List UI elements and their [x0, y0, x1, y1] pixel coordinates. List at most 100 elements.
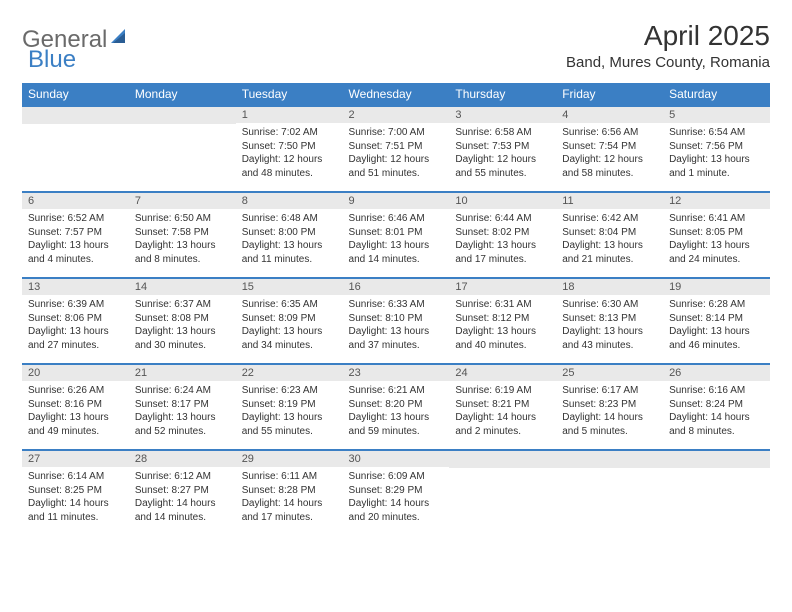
sunrise-text: Sunrise: 6:28 AM: [669, 298, 764, 312]
day-details: Sunrise: 6:42 AMSunset: 8:04 PMDaylight:…: [556, 209, 663, 270]
daylight-text: Daylight: 13 hours and 49 minutes.: [28, 411, 123, 438]
day-cell: 9Sunrise: 6:46 AMSunset: 8:01 PMDaylight…: [343, 192, 450, 278]
daylight-text: Daylight: 13 hours and 27 minutes.: [28, 325, 123, 352]
day-cell: 5Sunrise: 6:54 AMSunset: 7:56 PMDaylight…: [663, 106, 770, 192]
daylight-text: Daylight: 12 hours and 55 minutes.: [455, 153, 550, 180]
week-row: 1Sunrise: 7:02 AMSunset: 7:50 PMDaylight…: [22, 106, 770, 192]
daylight-text: Daylight: 12 hours and 48 minutes.: [242, 153, 337, 180]
sunset-text: Sunset: 8:00 PM: [242, 226, 337, 240]
day-number: 10: [449, 193, 556, 209]
daylight-text: Daylight: 13 hours and 43 minutes.: [562, 325, 657, 352]
sunset-text: Sunset: 8:14 PM: [669, 312, 764, 326]
day-details: Sunrise: 6:14 AMSunset: 8:25 PMDaylight:…: [22, 467, 129, 528]
sunrise-text: Sunrise: 6:19 AM: [455, 384, 550, 398]
day-number: 20: [22, 365, 129, 381]
daylight-text: Daylight: 13 hours and 24 minutes.: [669, 239, 764, 266]
day-details: Sunrise: 7:02 AMSunset: 7:50 PMDaylight:…: [236, 123, 343, 184]
day-cell: 4Sunrise: 6:56 AMSunset: 7:54 PMDaylight…: [556, 106, 663, 192]
day-cell: 29Sunrise: 6:11 AMSunset: 8:28 PMDayligh…: [236, 450, 343, 536]
header-saturday: Saturday: [663, 83, 770, 106]
daylight-text: Daylight: 13 hours and 37 minutes.: [349, 325, 444, 352]
day-cell: 24Sunrise: 6:19 AMSunset: 8:21 PMDayligh…: [449, 364, 556, 450]
daylight-text: Daylight: 14 hours and 2 minutes.: [455, 411, 550, 438]
daylight-text: Daylight: 14 hours and 14 minutes.: [135, 497, 230, 524]
sunrise-text: Sunrise: 6:41 AM: [669, 212, 764, 226]
sunset-text: Sunset: 7:57 PM: [28, 226, 123, 240]
header-thursday: Thursday: [449, 83, 556, 106]
sunset-text: Sunset: 7:53 PM: [455, 140, 550, 154]
sunset-text: Sunset: 8:01 PM: [349, 226, 444, 240]
day-cell: 13Sunrise: 6:39 AMSunset: 8:06 PMDayligh…: [22, 278, 129, 364]
day-number: [129, 107, 236, 124]
header-sunday: Sunday: [22, 83, 129, 106]
day-number: 4: [556, 107, 663, 123]
daylight-text: Daylight: 14 hours and 17 minutes.: [242, 497, 337, 524]
day-cell: 18Sunrise: 6:30 AMSunset: 8:13 PMDayligh…: [556, 278, 663, 364]
day-number: 17: [449, 279, 556, 295]
location-text: Band, Mures County, Romania: [566, 54, 770, 71]
day-cell: 25Sunrise: 6:17 AMSunset: 8:23 PMDayligh…: [556, 364, 663, 450]
day-header-row: Sunday Monday Tuesday Wednesday Thursday…: [22, 83, 770, 106]
sunrise-text: Sunrise: 6:23 AM: [242, 384, 337, 398]
week-row: 27Sunrise: 6:14 AMSunset: 8:25 PMDayligh…: [22, 450, 770, 536]
day-details: Sunrise: 6:46 AMSunset: 8:01 PMDaylight:…: [343, 209, 450, 270]
day-details: Sunrise: 6:37 AMSunset: 8:08 PMDaylight:…: [129, 295, 236, 356]
sunrise-text: Sunrise: 6:54 AM: [669, 126, 764, 140]
daylight-text: Daylight: 13 hours and 21 minutes.: [562, 239, 657, 266]
daylight-text: Daylight: 13 hours and 59 minutes.: [349, 411, 444, 438]
sunrise-text: Sunrise: 6:44 AM: [455, 212, 550, 226]
sunset-text: Sunset: 8:28 PM: [242, 484, 337, 498]
day-cell: 20Sunrise: 6:26 AMSunset: 8:16 PMDayligh…: [22, 364, 129, 450]
day-number: 5: [663, 107, 770, 123]
day-cell: 17Sunrise: 6:31 AMSunset: 8:12 PMDayligh…: [449, 278, 556, 364]
day-number: 12: [663, 193, 770, 209]
sunrise-text: Sunrise: 6:16 AM: [669, 384, 764, 398]
logo-blue-wrap: Blue: [28, 46, 76, 74]
sunrise-text: Sunrise: 6:48 AM: [242, 212, 337, 226]
day-cell: 15Sunrise: 6:35 AMSunset: 8:09 PMDayligh…: [236, 278, 343, 364]
day-cell: 1Sunrise: 7:02 AMSunset: 7:50 PMDaylight…: [236, 106, 343, 192]
day-details: Sunrise: 6:12 AMSunset: 8:27 PMDaylight:…: [129, 467, 236, 528]
logo-sail-icon: [111, 29, 129, 52]
sunrise-text: Sunrise: 6:50 AM: [135, 212, 230, 226]
day-details: Sunrise: 6:23 AMSunset: 8:19 PMDaylight:…: [236, 381, 343, 442]
sunset-text: Sunset: 8:02 PM: [455, 226, 550, 240]
day-number: 16: [343, 279, 450, 295]
header-tuesday: Tuesday: [236, 83, 343, 106]
sunrise-text: Sunrise: 6:52 AM: [28, 212, 123, 226]
day-number: 3: [449, 107, 556, 123]
sunrise-text: Sunrise: 7:02 AM: [242, 126, 337, 140]
day-number: 22: [236, 365, 343, 381]
daylight-text: Daylight: 14 hours and 5 minutes.: [562, 411, 657, 438]
day-number: [663, 451, 770, 468]
header-monday: Monday: [129, 83, 236, 106]
sunset-text: Sunset: 8:20 PM: [349, 398, 444, 412]
sunrise-text: Sunrise: 6:26 AM: [28, 384, 123, 398]
day-cell: 14Sunrise: 6:37 AMSunset: 8:08 PMDayligh…: [129, 278, 236, 364]
day-number: 30: [343, 451, 450, 467]
sunrise-text: Sunrise: 6:12 AM: [135, 470, 230, 484]
sunrise-text: Sunrise: 6:14 AM: [28, 470, 123, 484]
day-details: Sunrise: 6:39 AMSunset: 8:06 PMDaylight:…: [22, 295, 129, 356]
sunset-text: Sunset: 8:09 PM: [242, 312, 337, 326]
day-details: Sunrise: 6:09 AMSunset: 8:29 PMDaylight:…: [343, 467, 450, 528]
daylight-text: Daylight: 13 hours and 34 minutes.: [242, 325, 337, 352]
day-details: Sunrise: 6:41 AMSunset: 8:05 PMDaylight:…: [663, 209, 770, 270]
daylight-text: Daylight: 13 hours and 46 minutes.: [669, 325, 764, 352]
sunset-text: Sunset: 8:06 PM: [28, 312, 123, 326]
day-cell: 19Sunrise: 6:28 AMSunset: 8:14 PMDayligh…: [663, 278, 770, 364]
day-cell: 30Sunrise: 6:09 AMSunset: 8:29 PMDayligh…: [343, 450, 450, 536]
day-details: Sunrise: 6:58 AMSunset: 7:53 PMDaylight:…: [449, 123, 556, 184]
sunset-text: Sunset: 8:27 PM: [135, 484, 230, 498]
day-number: 11: [556, 193, 663, 209]
day-cell: 11Sunrise: 6:42 AMSunset: 8:04 PMDayligh…: [556, 192, 663, 278]
sunset-text: Sunset: 7:50 PM: [242, 140, 337, 154]
sunrise-text: Sunrise: 6:09 AM: [349, 470, 444, 484]
header-wednesday: Wednesday: [343, 83, 450, 106]
day-details: Sunrise: 6:19 AMSunset: 8:21 PMDaylight:…: [449, 381, 556, 442]
day-details: Sunrise: 6:48 AMSunset: 8:00 PMDaylight:…: [236, 209, 343, 270]
sunset-text: Sunset: 8:19 PM: [242, 398, 337, 412]
day-details: Sunrise: 6:16 AMSunset: 8:24 PMDaylight:…: [663, 381, 770, 442]
day-number: 23: [343, 365, 450, 381]
sunset-text: Sunset: 7:54 PM: [562, 140, 657, 154]
